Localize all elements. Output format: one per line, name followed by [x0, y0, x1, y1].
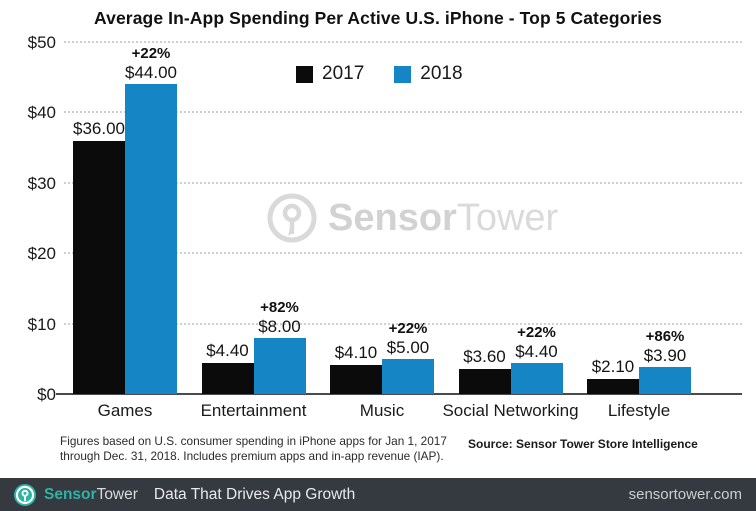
y-tick-$0: $0 [37, 385, 56, 404]
pct-change-label-games: +22% [131, 45, 171, 63]
legend: 2017 2018 [296, 63, 463, 85]
y-tick-$10: $10 [27, 314, 56, 334]
footer-brand-sensor: Sensor [44, 485, 97, 503]
gridline-$20 [64, 252, 742, 255]
bar-2018-entertainment [253, 337, 306, 394]
value-label-2018-social-networking: $4.40 [515, 342, 558, 362]
footer-tagline: Data That Drives App Growth [153, 485, 356, 503]
value-label-2017-entertainment: $4.40 [206, 341, 249, 361]
footer-brand-tower: Tower [96, 485, 138, 503]
x-category-label-lifestyle: Lifestyle [607, 401, 671, 420]
x-category-label-games: Games [97, 401, 153, 420]
footer-url: sensortower.com [628, 486, 742, 503]
value-label-2018-music: $5.00 [386, 337, 430, 357]
value-label-2018-entertainment: $8.00 [258, 316, 301, 336]
footnote: Figures based on U.S. consumer spending … [60, 434, 447, 463]
y-tick-$40: $40 [27, 103, 56, 123]
pct-change-label-lifestyle: +86% [645, 327, 685, 345]
bar-2017-social-networking [458, 368, 511, 394]
x-category-label-entertainment: Entertainment [200, 401, 307, 420]
bar-2017-games [73, 140, 125, 394]
legend-swatch-2018 [394, 65, 412, 83]
x-category-label-social-networking: Social Networking [442, 401, 579, 420]
value-label-2018-lifestyle: $3.90 [643, 345, 687, 365]
pct-change-label-music: +22% [388, 319, 428, 337]
gridline-$30 [64, 181, 742, 184]
bar-2018-music [382, 358, 434, 394]
bar-2017-entertainment [201, 363, 254, 394]
legend-swatch-2017 [296, 65, 313, 83]
value-label-2018-games: $44.00 [125, 63, 177, 83]
chart-title: Average In-App Spending Per Active U.S. … [94, 8, 662, 28]
footer-brand: SensorTower [44, 486, 138, 504]
sensortower-footer-logo-icon [14, 483, 36, 506]
bar-2017-music [330, 365, 382, 394]
footer-bar: SensorTower Data That Drives App Growth … [0, 478, 756, 511]
value-label-2017-lifestyle: $2.10 [591, 357, 635, 377]
sensortower-watermark-logo-icon [267, 193, 317, 243]
sensortower-watermark: SensorTower [266, 192, 558, 244]
footnote-line-1: Figures based on U.S. consumer spending … [60, 434, 447, 448]
watermark-text: SensorTower [328, 193, 558, 243]
bar-2018-games [125, 84, 177, 394]
value-label-2017-music: $4.10 [334, 343, 378, 363]
x-category-label-music: Music [359, 401, 405, 420]
gridline-$10 [64, 322, 742, 325]
footnote-line-2: through Dec. 31, 2018. Includes premium … [60, 448, 444, 463]
source-note: Source: Sensor Tower Store Intelligence [468, 437, 698, 451]
value-label-2017-games: $36.00 [73, 118, 125, 138]
pct-change-label-social-networking: +22% [517, 324, 556, 342]
y-tick-$20: $20 [27, 244, 56, 264]
watermark-text-tower: Tower [456, 197, 559, 239]
x-axis-line [56, 393, 742, 395]
value-label-2017-social-networking: $3.60 [463, 346, 506, 366]
legend-label-2018: 2018 [420, 63, 463, 84]
pct-change-label-entertainment: +82% [260, 298, 299, 316]
y-tick-$50: $50 [27, 33, 56, 52]
y-tick-$30: $30 [27, 173, 56, 193]
gridline-$50 [64, 41, 742, 43]
gridline-$40 [64, 111, 742, 114]
legend-label-2017: 2017 [322, 63, 365, 84]
bar-2018-social-networking [510, 363, 563, 394]
watermark-text-sensor: Sensor [328, 197, 457, 239]
bar-2017-lifestyle [587, 379, 639, 394]
bar-2018-lifestyle [639, 366, 691, 394]
